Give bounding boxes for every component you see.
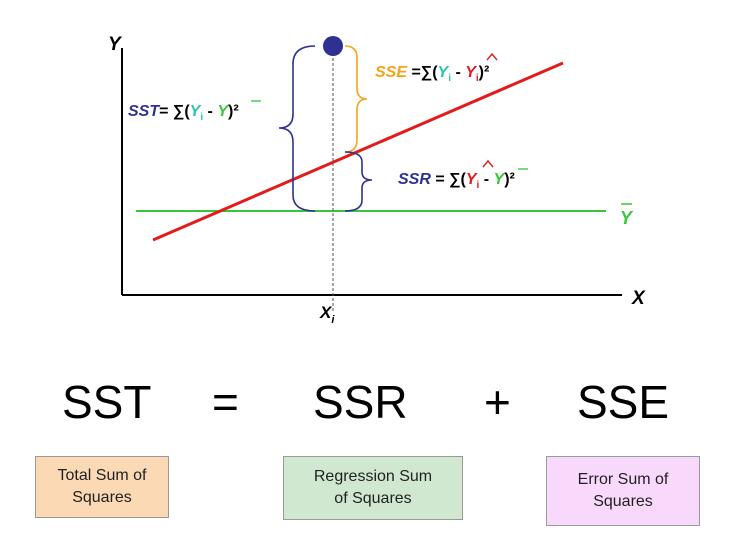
error-sum-of-squares-box: Error Sum of Squares <box>546 456 700 526</box>
ssr-name: SSR <box>398 171 431 188</box>
xi-label: Xi <box>319 303 335 326</box>
sse-hat-mark <box>486 52 498 61</box>
error-box-line2: Squares <box>593 493 653 510</box>
ssr-equation: SSR = ∑(Yi - Y)² <box>398 171 515 191</box>
sse-yhat: Y <box>465 64 477 81</box>
sse-name: SSE <box>375 64 408 81</box>
sst-name: SST <box>128 103 160 120</box>
regression-sum-of-squares-box: Regression Sum of Squares <box>283 456 463 520</box>
equation-equals: = <box>212 376 239 428</box>
data-point <box>323 36 343 56</box>
ssr-brace <box>344 151 373 212</box>
regression-box-line2: of Squares <box>334 490 412 507</box>
sse-brace <box>344 45 368 153</box>
total-box-line2: Squares <box>72 489 132 506</box>
total-box-line1: Total Sum of <box>57 467 147 484</box>
error-box-line1: Error Sum of <box>577 471 669 488</box>
equation-sst: SST <box>62 376 151 428</box>
y-axis-label: Y <box>108 34 123 55</box>
equation-plus: + <box>484 376 511 428</box>
x-axis-label: X <box>631 288 646 309</box>
sse-equation: SSE =∑(Yi - Yi)² <box>375 64 489 84</box>
ssr-hat-mark <box>482 159 494 168</box>
sst-brace <box>278 45 316 212</box>
equation-ssr: SSR <box>313 376 408 428</box>
ssr-ybar: Y <box>494 171 506 188</box>
equation-sse: SSE <box>577 376 669 428</box>
mean-label: Y <box>620 208 634 228</box>
sst-ybar: Y <box>217 103 229 120</box>
regression-line <box>152 61 564 242</box>
total-sum-of-squares-box: Total Sum of Squares <box>35 456 169 518</box>
regression-box-line1: Regression Sum <box>313 468 433 485</box>
sst-equation: SST= ∑(Yi - Y)² <box>128 103 239 123</box>
ssr-yhat: Y <box>466 171 478 188</box>
